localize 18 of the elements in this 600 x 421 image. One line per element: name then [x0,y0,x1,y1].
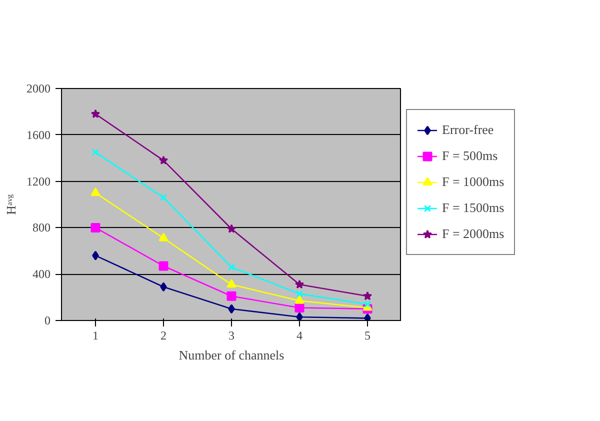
x-tick-label: 4 [296,328,302,342]
y-tick-label: 1600 [26,128,50,142]
x-tick-label: 5 [364,328,370,342]
legend-label: F = 1500ms [442,200,504,216]
y-tick-label: 0 [44,314,50,328]
legend-label: F = 500ms [442,148,498,164]
y-tick-label: 800 [32,220,50,235]
y-tick-label: 400 [32,267,50,282]
y-tick-label: 1200 [26,174,50,188]
x-axis-title: Number of channels [178,348,284,362]
x-tick-label: 3 [228,328,234,342]
x-tick-label: 2 [160,328,166,342]
x-tick-label: 1 [92,328,98,342]
legend-label: F = 2000ms [442,226,504,242]
legend-label: Error-free [442,122,494,138]
y-tick-label: 2000 [26,82,50,96]
legend-label: F = 1000ms [442,174,504,190]
y-axis-title: Hᵃᵛᵍ [4,194,18,215]
